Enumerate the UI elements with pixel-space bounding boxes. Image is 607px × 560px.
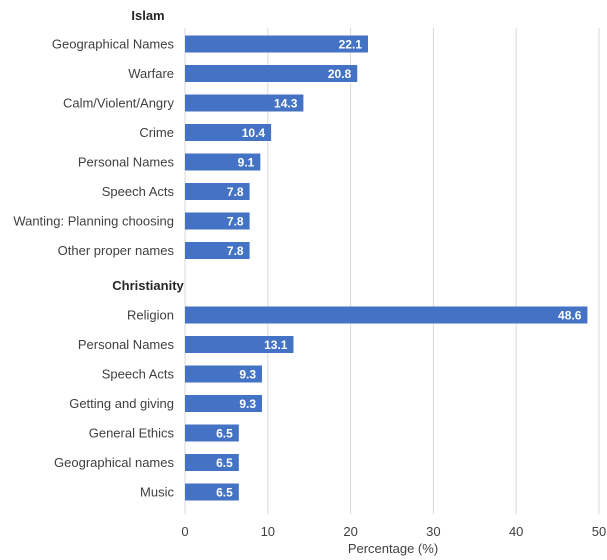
bar [185, 183, 250, 200]
category-label: Music [140, 485, 174, 500]
category-label: Other proper names [58, 243, 175, 258]
data-label: 10.4 [242, 126, 266, 140]
x-axis-title: Percentage (%) [348, 541, 438, 556]
data-label: 6.5 [216, 486, 233, 500]
category-label: Geographical Names [52, 37, 175, 52]
data-label: 22.1 [339, 38, 363, 52]
bar [185, 483, 239, 501]
bar [185, 365, 263, 383]
category-label: Personal Names [78, 337, 175, 352]
bar [185, 94, 304, 112]
x-tick-label: 20 [343, 524, 357, 539]
category-label: Getting and giving [69, 396, 174, 411]
x-tick-label: 40 [509, 524, 523, 539]
data-label: 9.1 [238, 156, 255, 170]
data-label: 48.6 [558, 309, 582, 323]
data-label: 14.3 [274, 97, 298, 111]
data-label: 9.3 [239, 397, 256, 411]
x-tick-labels: 0 10 20 30 40 50 [181, 524, 606, 539]
bar-groups: Islam Geographical Names 22.1 Warfare 20.8 Ca… [13, 8, 588, 501]
x-tick-label: 50 [592, 524, 606, 539]
x-tick-label: 0 [181, 524, 188, 539]
category-label: Geographical names [54, 455, 174, 470]
category-label: General Ethics [89, 426, 175, 441]
group-title: Islam [131, 8, 164, 23]
bar-group: Christianity Religion 48.6 Personal Names 13… [54, 278, 588, 501]
category-label: Calm/Violent/Angry [63, 96, 175, 111]
data-label: 7.8 [227, 215, 244, 229]
data-label: 13.1 [264, 338, 288, 352]
bar [185, 454, 239, 471]
bar [185, 124, 272, 141]
data-label: 20.8 [328, 67, 352, 81]
category-label: Personal Names [78, 155, 175, 170]
category-label: Crime [139, 125, 174, 140]
bar [185, 65, 358, 82]
bar [185, 424, 239, 442]
category-label: Speech Acts [102, 367, 175, 382]
data-label: 7.8 [227, 185, 244, 199]
bar [185, 306, 588, 324]
bar-group: Islam Geographical Names 22.1 Warfare 20.8 Ca… [13, 8, 368, 259]
bar [185, 242, 250, 259]
bar [185, 35, 368, 53]
bar [185, 395, 263, 412]
data-label: 7.8 [227, 244, 244, 258]
bar [185, 212, 250, 230]
category-label: Religion [127, 308, 174, 323]
category-label: Warfare [128, 66, 174, 81]
category-label: Speech Acts [102, 184, 175, 199]
category-label: Wanting: Planning choosing [13, 214, 174, 229]
group-title: Christianity [112, 278, 184, 293]
data-label: 6.5 [216, 427, 233, 441]
bar [185, 153, 261, 171]
data-label: 9.3 [239, 368, 256, 382]
data-label: 6.5 [216, 456, 233, 470]
x-tick-label: 10 [261, 524, 275, 539]
bar [185, 336, 294, 353]
x-tick-label: 30 [426, 524, 440, 539]
